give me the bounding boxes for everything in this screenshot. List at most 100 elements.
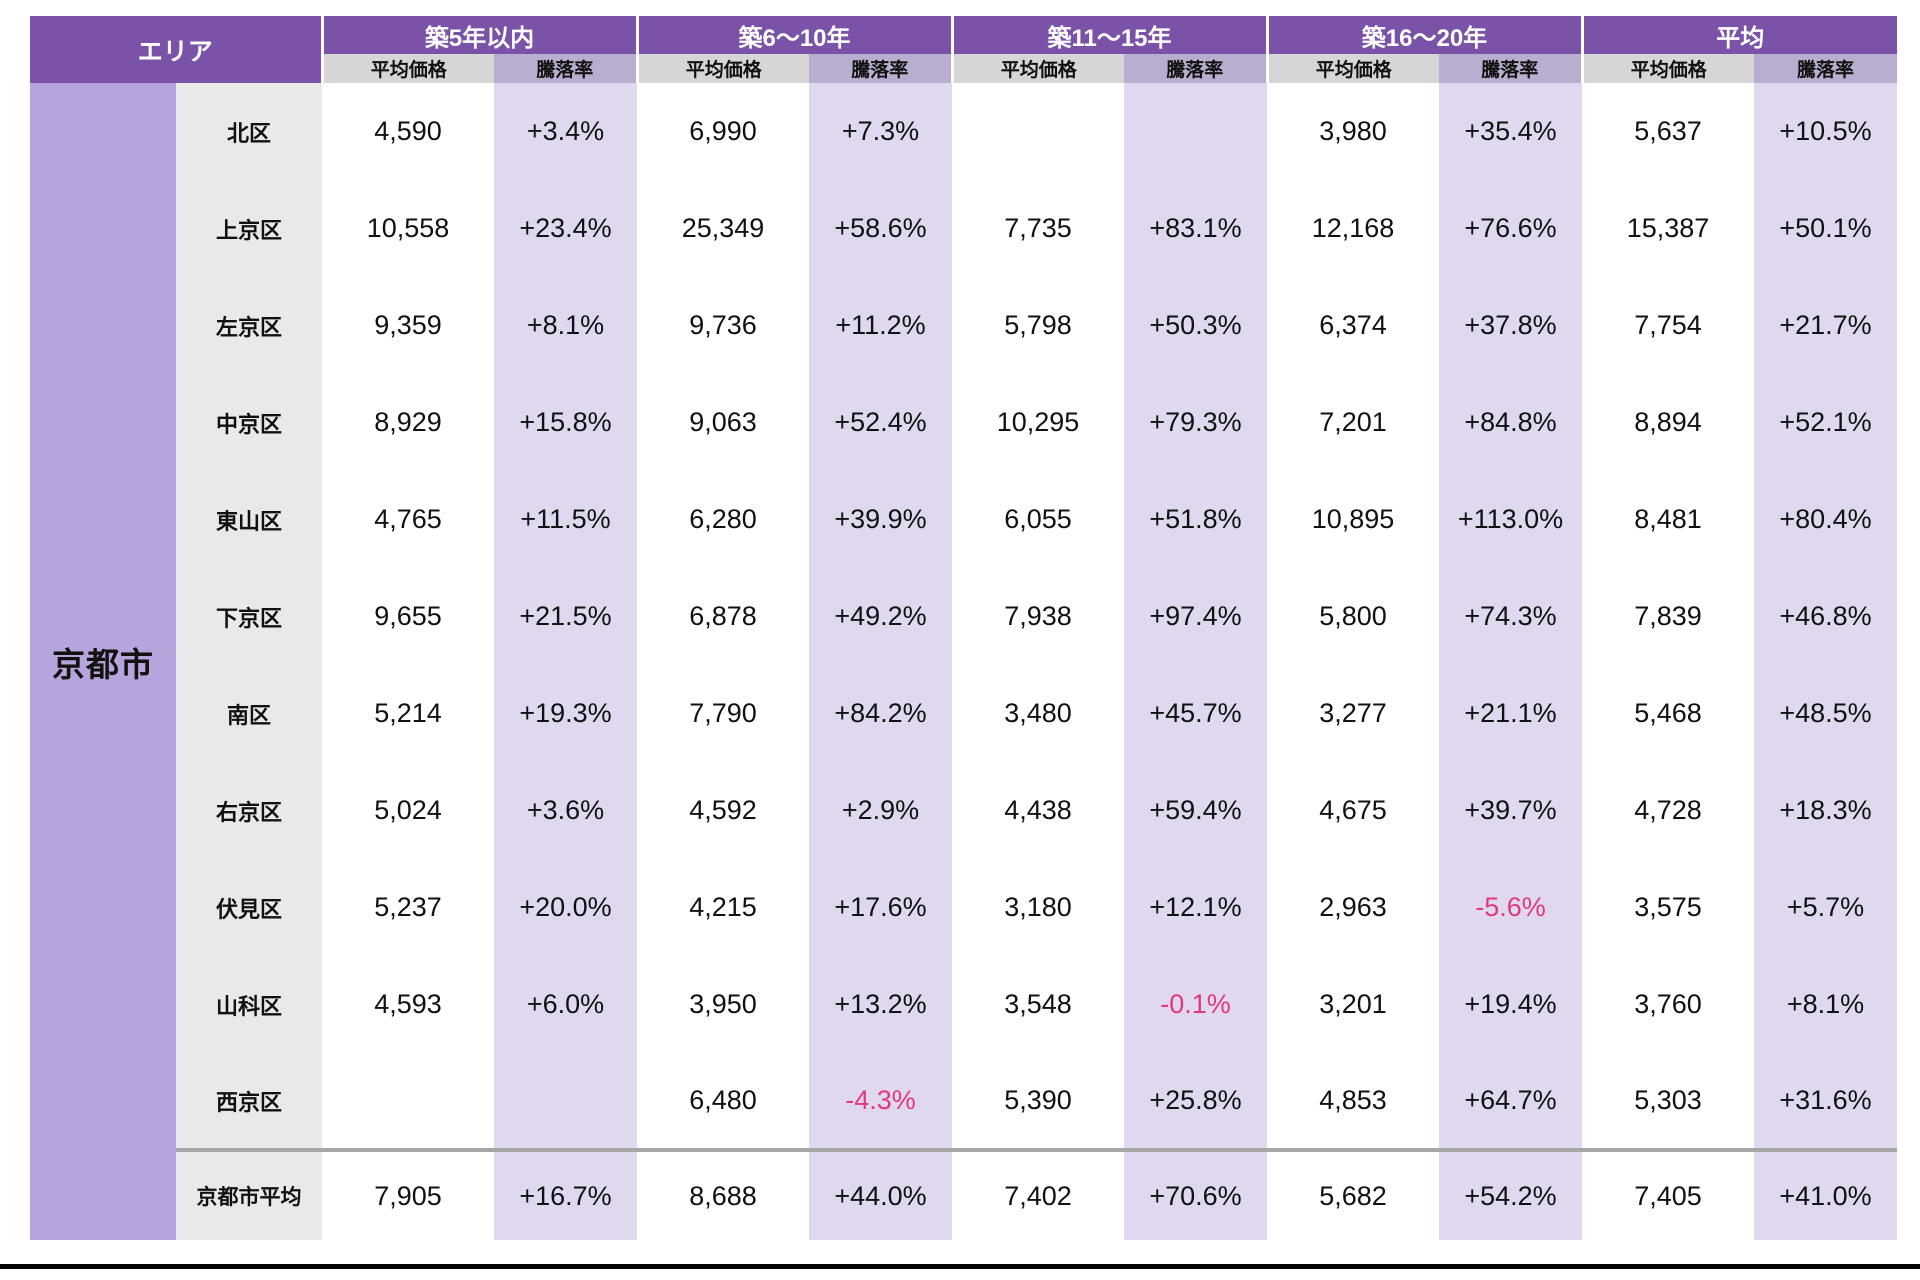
change-rate-cell: +13.2% bbox=[809, 956, 952, 1053]
avg-price-cell: 7,754 bbox=[1582, 277, 1754, 374]
change-rate-cell: +39.7% bbox=[1439, 762, 1582, 859]
avg-price-cell: 3,277 bbox=[1267, 665, 1439, 762]
subheader-rate: 騰落率 bbox=[1754, 54, 1897, 83]
avg-price-cell: 6,480 bbox=[637, 1053, 809, 1150]
avg-price-cell: 3,201 bbox=[1267, 956, 1439, 1053]
table-row: 西京区 6,480 -4.3% 5,390 +25.8% 4,853 +64.7% 5,303… bbox=[30, 1053, 1897, 1150]
avg-price-cell: 7,402 bbox=[952, 1148, 1124, 1240]
district-label: 左京区 bbox=[176, 277, 322, 374]
change-rate-cell: +49.2% bbox=[809, 568, 952, 665]
change-rate-cell: +52.4% bbox=[809, 374, 952, 471]
change-rate-cell: +18.3% bbox=[1754, 762, 1897, 859]
change-rate-cell: +54.2% bbox=[1439, 1148, 1582, 1240]
avg-price-cell: 4,590 bbox=[322, 83, 494, 180]
avg-price-cell: 6,878 bbox=[637, 568, 809, 665]
avg-price-cell: 3,760 bbox=[1582, 956, 1754, 1053]
change-rate-cell: +8.1% bbox=[494, 277, 637, 374]
avg-price-cell: 4,765 bbox=[322, 471, 494, 568]
avg-price-cell: 25,349 bbox=[637, 180, 809, 277]
city-average-row: 京都市平均 7,905 +16.7% 8,688 +44.0% 7,402 +70.6% 5,… bbox=[30, 1148, 1897, 1240]
change-rate-cell: +31.6% bbox=[1754, 1053, 1897, 1150]
change-rate-cell: +48.5% bbox=[1754, 665, 1897, 762]
table-row: 上京区 10,558 +23.4% 25,349 +58.6% 7,735 +83.1% 12… bbox=[30, 180, 1897, 277]
district-label: 南区 bbox=[176, 665, 322, 762]
table-row: 山科区 4,593 +6.0% 3,950 +13.2% 3,548 -0.1% 3,201 +… bbox=[30, 956, 1897, 1053]
avg-price-cell: 9,655 bbox=[322, 568, 494, 665]
subheader-rate: 騰落率 bbox=[1439, 54, 1582, 83]
district-label: 北区 bbox=[176, 83, 322, 180]
district-label: 下京区 bbox=[176, 568, 322, 665]
change-rate-cell: +3.6% bbox=[494, 762, 637, 859]
avg-price-cell: 3,180 bbox=[952, 859, 1124, 956]
avg-price-cell: 10,295 bbox=[952, 374, 1124, 471]
avg-price-cell: 4,675 bbox=[1267, 762, 1439, 859]
avg-price-cell: 4,593 bbox=[322, 956, 494, 1053]
change-rate-cell: +52.1% bbox=[1754, 374, 1897, 471]
table-row: 下京区 9,655 +21.5% 6,878 +49.2% 7,938 +97.4% 5,80… bbox=[30, 568, 1897, 665]
avg-price-cell: 8,929 bbox=[322, 374, 494, 471]
change-rate-cell: +23.4% bbox=[494, 180, 637, 277]
avg-price-cell: 15,387 bbox=[1582, 180, 1754, 277]
avg-price-cell: 4,438 bbox=[952, 762, 1124, 859]
change-rate-cell: +21.1% bbox=[1439, 665, 1582, 762]
change-rate-cell: -5.6% bbox=[1439, 859, 1582, 956]
change-rate-cell: +80.4% bbox=[1754, 471, 1897, 568]
change-rate-cell bbox=[494, 1053, 637, 1150]
avg-price-cell: 12,168 bbox=[1267, 180, 1439, 277]
change-rate-cell: +39.9% bbox=[809, 471, 952, 568]
change-rate-cell: +74.3% bbox=[1439, 568, 1582, 665]
city-average-label: 京都市平均 bbox=[176, 1148, 322, 1240]
col-group-header-age-0-5: 築5年以内 bbox=[320, 16, 637, 54]
subheader-rate: 騰落率 bbox=[809, 54, 952, 83]
avg-price-cell: 5,303 bbox=[1582, 1053, 1754, 1150]
price-table: エリア 築5年以内 築6〜10年 築11〜15年 築16〜20年 平均 平均価格… bbox=[30, 16, 1897, 1240]
avg-price-cell: 3,950 bbox=[637, 956, 809, 1053]
avg-price-cell: 3,575 bbox=[1582, 859, 1754, 956]
change-rate-cell: +113.0% bbox=[1439, 471, 1582, 568]
avg-price-cell: 7,839 bbox=[1582, 568, 1754, 665]
avg-price-cell: 8,688 bbox=[637, 1148, 809, 1240]
subheader-price: 平均価格 bbox=[1580, 54, 1754, 83]
avg-price-cell: 7,790 bbox=[637, 665, 809, 762]
change-rate-cell: +2.9% bbox=[809, 762, 952, 859]
avg-price-cell: 4,853 bbox=[1267, 1053, 1439, 1150]
avg-price-cell: 9,736 bbox=[637, 277, 809, 374]
avg-price-cell bbox=[952, 83, 1124, 180]
avg-price-cell: 2,963 bbox=[1267, 859, 1439, 956]
group-header-row: エリア 築5年以内 築6〜10年 築11〜15年 築16〜20年 平均 bbox=[30, 16, 1897, 83]
change-rate-cell: +11.5% bbox=[494, 471, 637, 568]
city-label: 京都市 bbox=[30, 83, 176, 1240]
subheader-price: 平均価格 bbox=[950, 54, 1124, 83]
change-rate-cell: +25.8% bbox=[1124, 1053, 1267, 1150]
change-rate-cell: +16.7% bbox=[494, 1148, 637, 1240]
change-rate-cell: +7.3% bbox=[809, 83, 952, 180]
table-row: 中京区 8,929 +15.8% 9,063 +52.4% 10,295 +79.3% 7,2… bbox=[30, 374, 1897, 471]
change-rate-cell: +11.2% bbox=[809, 277, 952, 374]
change-rate-cell: -4.3% bbox=[809, 1053, 952, 1150]
avg-price-cell: 7,405 bbox=[1582, 1148, 1754, 1240]
avg-price-cell: 10,895 bbox=[1267, 471, 1439, 568]
change-rate-cell: +84.8% bbox=[1439, 374, 1582, 471]
avg-price-cell: 5,800 bbox=[1267, 568, 1439, 665]
change-rate-cell: +76.6% bbox=[1439, 180, 1582, 277]
avg-price-cell: 5,637 bbox=[1582, 83, 1754, 180]
change-rate-cell: +8.1% bbox=[1754, 956, 1897, 1053]
district-label: 中京区 bbox=[176, 374, 322, 471]
table-row: 伏見区 5,237 +20.0% 4,215 +17.6% 3,180 +12.1% 2,96… bbox=[30, 859, 1897, 956]
change-rate-cell: -0.1% bbox=[1124, 956, 1267, 1053]
change-rate-cell: +37.8% bbox=[1439, 277, 1582, 374]
bottom-border-line bbox=[0, 1264, 1920, 1269]
change-rate-cell: +45.7% bbox=[1124, 665, 1267, 762]
avg-price-cell: 6,990 bbox=[637, 83, 809, 180]
avg-price-cell bbox=[322, 1053, 494, 1150]
table-row: 南区 5,214 +19.3% 7,790 +84.2% 3,480 +45.7% 3,277… bbox=[30, 665, 1897, 762]
avg-price-cell: 10,558 bbox=[322, 180, 494, 277]
table-row: 京都市 北区 4,590 +3.4% 6,990 +7.3% 3,980 +35.4% 5,63… bbox=[30, 83, 1897, 1240]
avg-price-cell: 9,063 bbox=[637, 374, 809, 471]
change-rate-cell: +97.4% bbox=[1124, 568, 1267, 665]
table-row: 左京区 9,359 +8.1% 9,736 +11.2% 5,798 +50.3% 6,374… bbox=[30, 277, 1897, 374]
change-rate-cell: +6.0% bbox=[494, 956, 637, 1053]
change-rate-cell: +20.0% bbox=[494, 859, 637, 956]
col-group-header-age-16-20: 築16〜20年 bbox=[1265, 16, 1582, 54]
